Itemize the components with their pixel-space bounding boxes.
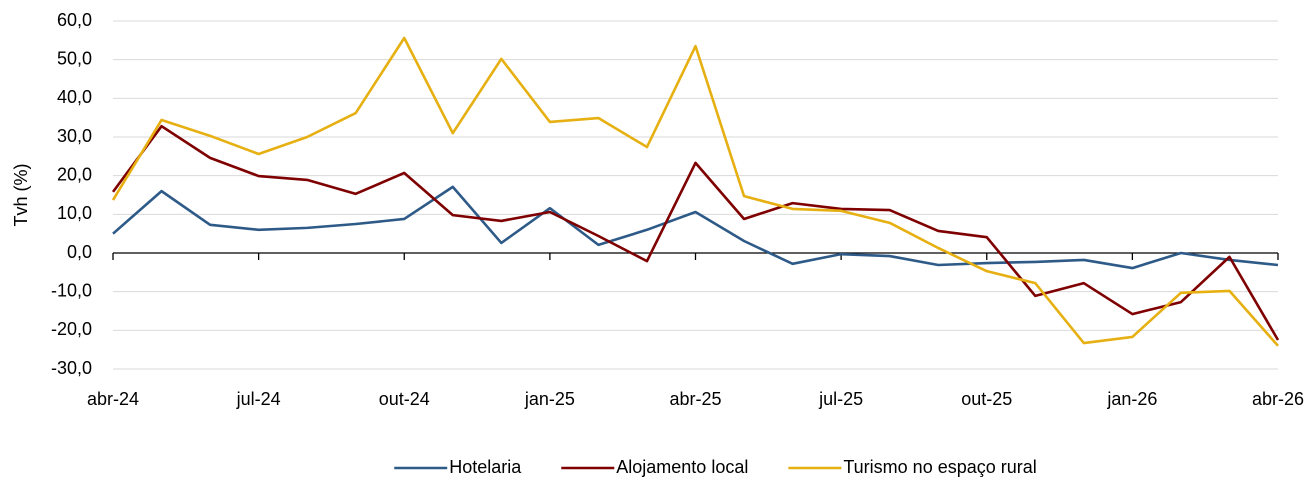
line-series <box>112 185 1279 270</box>
y-tick-label: 0,0 <box>67 242 92 262</box>
x-tick-label: jul-25 <box>818 389 863 409</box>
y-tick-label: 60,0 <box>57 10 92 30</box>
line-series <box>111 36 1279 347</box>
y-axis-label: Tvh (%) <box>11 164 31 227</box>
legend-label: Hotelaria <box>449 457 522 477</box>
x-tick-label: jan-26 <box>1106 389 1157 409</box>
y-tick-label: 10,0 <box>57 203 92 223</box>
legend-label: Turismo no espaço rural <box>843 457 1036 477</box>
x-tick-label: jan-25 <box>524 389 575 409</box>
x-tick-label: jul-24 <box>236 389 281 409</box>
y-tick-label: -30,0 <box>51 358 92 378</box>
y-tick-label: -10,0 <box>51 280 92 300</box>
y-tick-label: 30,0 <box>57 126 92 146</box>
y-tick-label: 50,0 <box>57 48 92 68</box>
y-tick-label: -20,0 <box>51 319 92 339</box>
y-tick-label: 40,0 <box>57 87 92 107</box>
line-series <box>111 124 1280 341</box>
legend-label: Alojamento local <box>616 457 748 477</box>
x-tick-label: abr-25 <box>669 389 721 409</box>
x-tick-label: out-24 <box>379 389 430 409</box>
y-tick-label: 20,0 <box>57 164 92 184</box>
x-tick-label: out-25 <box>961 389 1012 409</box>
x-tick-label: abr-26 <box>1252 389 1304 409</box>
x-tick-label: abr-24 <box>87 389 139 409</box>
